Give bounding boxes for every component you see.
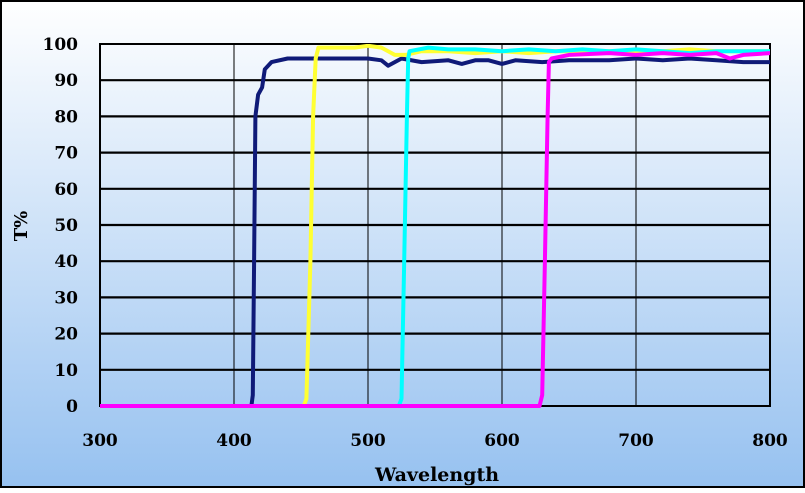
series-lines bbox=[100, 44, 770, 408]
x-tick-label: 600 bbox=[484, 431, 520, 451]
y-tick-label: 90 bbox=[54, 71, 78, 91]
tick-labels: 0 10 20 30 40 50 60 70 80 90 100 300 400 500 600 700 800 bbox=[43, 35, 788, 451]
x-tick-label: 700 bbox=[618, 431, 654, 451]
y-tick-label: 40 bbox=[54, 252, 78, 272]
y-tick-label: 20 bbox=[54, 325, 78, 345]
x-tick-label: 500 bbox=[350, 431, 386, 451]
grid bbox=[99, 43, 771, 407]
series-line-1 bbox=[100, 56, 770, 408]
x-tick-label: 400 bbox=[216, 431, 252, 451]
x-tick-label: 300 bbox=[82, 431, 118, 451]
y-axis-label: T% bbox=[11, 211, 32, 242]
x-axis-label: Wavelength bbox=[374, 464, 499, 486]
y-tick-label: 100 bbox=[43, 35, 79, 55]
y-tick-label: 0 bbox=[66, 397, 78, 417]
y-tick-label: 70 bbox=[54, 144, 78, 164]
y-tick-label: 10 bbox=[54, 361, 78, 381]
y-tick-label: 80 bbox=[54, 107, 78, 127]
y-tick-label: 60 bbox=[54, 180, 78, 200]
x-tick-label: 800 bbox=[752, 431, 788, 451]
series-line-4 bbox=[100, 51, 770, 408]
y-tick-label: 30 bbox=[54, 288, 78, 308]
y-tick-label: 50 bbox=[54, 216, 78, 236]
